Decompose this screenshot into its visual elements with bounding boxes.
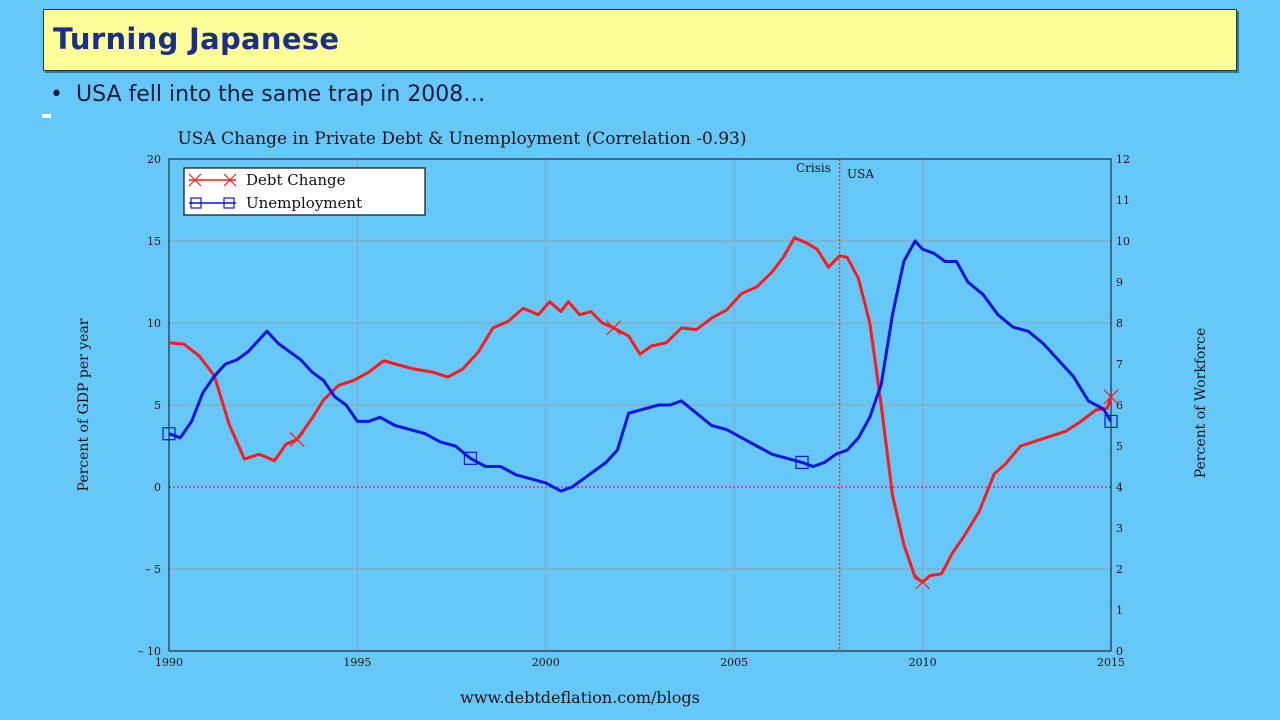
slide-title: Turning Japanese — [53, 22, 340, 56]
y2-tick-label: 8 — [1116, 317, 1123, 330]
debt-marker — [1103, 389, 1119, 405]
unemployment-marker — [162, 427, 176, 441]
y-tick-label: – 5 — [145, 563, 161, 576]
legend-marker-unemp-1 — [190, 197, 202, 209]
legend-marker-debt — [188, 173, 237, 187]
y2-tick-label: 1 — [1116, 604, 1123, 617]
unemployment-marker — [795, 455, 809, 469]
legend: Debt Change Unemployment — [183, 167, 426, 216]
bullet-item: • USA fell into the same trap in 2008… — [50, 82, 485, 107]
debt-change-line — [168, 236, 1113, 584]
debt-marker — [915, 574, 931, 590]
x-tick-label: 1995 — [343, 656, 371, 669]
annotation-usa: USA — [847, 167, 874, 181]
y-tick-label: 15 — [147, 235, 161, 248]
y2-tick-label: 7 — [1116, 358, 1123, 371]
legend-marker-unemp-2 — [223, 197, 235, 209]
y2-tick-label: 9 — [1116, 276, 1123, 289]
legend-label-unemployment: Unemployment — [246, 194, 362, 212]
y2-tick-label: 4 — [1116, 481, 1123, 494]
y2-tick-label: 11 — [1116, 194, 1130, 207]
y2-axis-label: Percent of Workforce — [1193, 328, 1209, 479]
slide-marker — [42, 114, 51, 118]
y2-tick-label: 2 — [1116, 563, 1123, 576]
x-tick-label: 2015 — [1097, 656, 1125, 669]
x-tick-label: 2005 — [720, 656, 748, 669]
bullet-text: USA fell into the same trap in 2008… — [76, 82, 486, 107]
debt-marker — [289, 432, 305, 447]
grid-layer — [169, 159, 1111, 651]
legend-label-debt: Debt Change — [246, 171, 346, 189]
unemployment-marker — [1104, 414, 1118, 428]
y-tick-label: 10 — [147, 317, 161, 330]
y-axis-label: Percent of GDP per year — [76, 318, 92, 491]
y-tick-label: 5 — [154, 399, 161, 412]
y2-tick-label: 3 — [1116, 522, 1123, 535]
y2-tick-label: 5 — [1116, 440, 1123, 453]
chart-title: USA Change in Private Debt & Unemploymen… — [177, 129, 746, 149]
series-layer — [162, 236, 1119, 590]
plot-frame — [168, 158, 1112, 652]
annotation-crisis: Crisis — [796, 161, 831, 175]
y2-tick-label: 10 — [1116, 235, 1130, 248]
y-tick-label: 20 — [147, 153, 161, 166]
debt-marker — [606, 320, 622, 336]
x-tick-label: 2010 — [909, 656, 937, 669]
bullet-dot: • — [50, 82, 63, 107]
y-tick-label: 0 — [154, 481, 161, 494]
x-tick-label: 1990 — [155, 656, 183, 669]
y2-tick-label: 12 — [1116, 153, 1130, 166]
y2-tick-label: 0 — [1116, 645, 1123, 658]
source-text: www.debtdeflation.com/blogs — [460, 688, 700, 707]
title-box: Turning Japanese — [43, 9, 1237, 71]
x-tick-label: 2000 — [532, 656, 560, 669]
unemployment-line — [168, 239, 1113, 493]
y-tick-label: – 10 — [138, 645, 161, 658]
unemployment-marker — [463, 451, 478, 465]
y2-tick-label: 6 — [1116, 399, 1123, 412]
